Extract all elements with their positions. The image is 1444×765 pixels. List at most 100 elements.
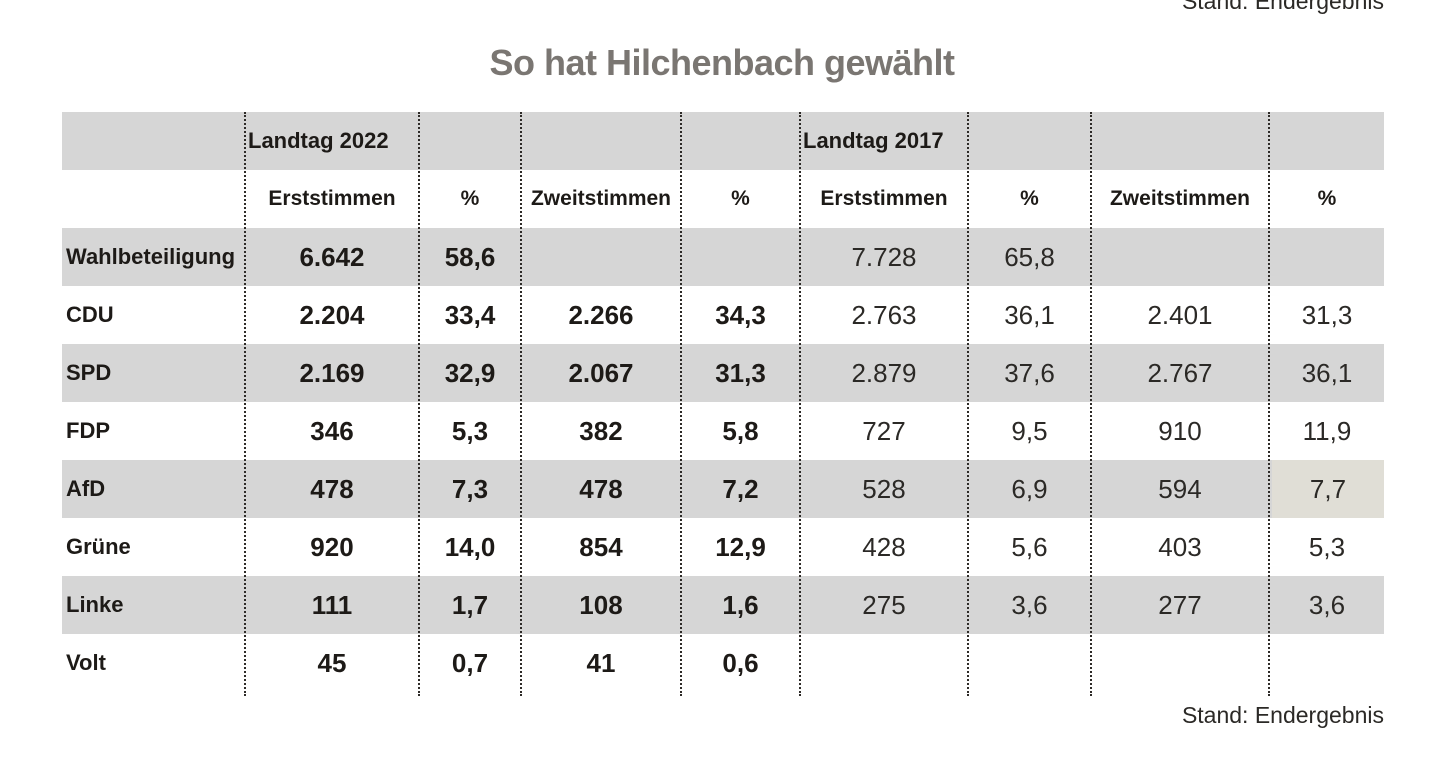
value-cell	[1270, 228, 1384, 286]
value-cell: 45	[317, 648, 347, 678]
value-cell: 111	[311, 590, 353, 620]
value-cell: 346	[310, 416, 354, 446]
col-header: %	[1020, 187, 1039, 210]
value-cell: 478	[310, 474, 354, 504]
table-row: SPD 2.169 32,9 2.067 31,3 2.879 37,6 2.7…	[62, 344, 1384, 402]
row-label: Grüne	[66, 534, 131, 559]
value-cell: 5,3	[451, 416, 489, 446]
year-header-row: Landtag 2022 Landtag 2017	[62, 112, 1384, 170]
row-label: FDP	[66, 418, 110, 443]
row-label: Wahlbeteiligung	[66, 244, 236, 269]
value-cell: 2.067	[568, 358, 634, 388]
value-cell: 1,6	[722, 590, 759, 620]
column-divider	[1268, 112, 1270, 696]
year-2017-label: Landtag 2017	[803, 128, 944, 153]
value-cell: 41	[586, 648, 616, 678]
value-cell: 31,3	[715, 358, 766, 388]
value-cell	[1270, 634, 1384, 692]
value-cell	[682, 228, 799, 286]
value-cell: 12,9	[715, 532, 766, 562]
value-cell: 9,5	[1011, 416, 1048, 446]
value-cell: 0,6	[722, 648, 759, 678]
col-header: %	[731, 187, 750, 210]
value-cell: 37,6	[1004, 358, 1055, 388]
table-row: Linke 111 1,7 108 1,6 275 3,6 277 3,6	[62, 576, 1384, 634]
value-cell: 14,0	[444, 532, 496, 562]
col-header: Erststimmen	[820, 187, 948, 210]
value-cell: 2.266	[568, 300, 634, 330]
column-divider	[520, 112, 522, 696]
page-title: So hat Hilchenbach gewählt	[489, 42, 955, 83]
value-cell: 5,6	[1011, 532, 1048, 562]
value-cell: 275	[862, 590, 906, 620]
value-cell: 2.767	[1147, 358, 1213, 388]
row-label: CDU	[66, 302, 114, 327]
value-cell: 428	[862, 532, 906, 562]
value-cell	[522, 228, 680, 286]
value-cell: 7,3	[451, 474, 489, 504]
row-label: AfD	[66, 476, 106, 501]
value-cell: 36,1	[1004, 300, 1055, 330]
value-cell: 3,6	[1308, 590, 1346, 620]
value-cell	[1092, 228, 1268, 286]
value-cell: 34,3	[715, 300, 766, 330]
row-label: SPD	[66, 360, 112, 385]
value-cell: 2.763	[851, 300, 917, 330]
col-header: %	[460, 187, 480, 210]
value-cell: 594	[1158, 474, 1202, 504]
value-cell: 6.642	[299, 242, 365, 272]
table-row: CDU 2.204 33,4 2.266 34,3 2.763 36,1 2.4…	[62, 286, 1384, 344]
value-cell: 58,6	[444, 242, 496, 272]
value-cell: 478	[579, 474, 623, 504]
value-cell: 65,8	[1004, 242, 1055, 272]
value-cell	[801, 634, 967, 692]
value-cell: 108	[579, 590, 623, 620]
row-label: Linke	[66, 592, 124, 617]
value-cell: 727	[862, 416, 906, 446]
value-cell: 2.401	[1147, 300, 1213, 330]
value-cell	[1092, 634, 1268, 692]
column-header-row: Erststimmen % Zweitstimmen % Erststimmen…	[62, 170, 1384, 228]
status-note: Stand: Endergebnis	[1181, 702, 1384, 728]
value-cell: 5,3	[1308, 532, 1346, 562]
table-row: Grüne 920 14,0 854 12,9 428 5,6 403 5,3	[62, 518, 1384, 576]
value-cell: 32,9	[444, 358, 496, 388]
column-divider	[799, 112, 801, 696]
value-cell: 33,4	[444, 300, 496, 330]
value-cell: 2.169	[299, 358, 365, 388]
value-cell: 11,9	[1302, 416, 1352, 446]
column-divider	[680, 112, 682, 696]
value-cell: 7.728	[851, 242, 917, 272]
table-row: AfD 478 7,3 478 7,2 528 6,9 594 7,7	[62, 460, 1384, 518]
highlighted-value-cell: 7,7	[1272, 460, 1384, 518]
column-divider	[244, 112, 246, 696]
col-header: Zweitstimmen	[530, 187, 672, 210]
value-cell: 5,8	[722, 416, 759, 446]
col-header: %	[1317, 187, 1337, 210]
results-table: Landtag 2022 Landtag 2017 Erststimmen % …	[62, 112, 1384, 696]
column-divider	[418, 112, 420, 696]
table-row: FDP 346 5,3 382 5,8 727 9,5 910 11,9	[62, 402, 1384, 460]
value-cell: 854	[579, 532, 623, 562]
column-divider	[967, 112, 969, 696]
value-cell: 0,7	[451, 648, 489, 678]
value-cell: 382	[579, 416, 623, 446]
value-cell: 31,3	[1301, 300, 1353, 330]
value-cell: 3,6	[1011, 590, 1048, 620]
value-cell: 403	[1158, 532, 1202, 562]
value-cell: 1,7	[451, 590, 489, 620]
value-cell: 7,2	[722, 474, 759, 504]
col-header: Erststimmen	[268, 187, 396, 210]
value-cell: 6,9	[1011, 474, 1048, 504]
value-cell: 2.879	[851, 358, 917, 388]
value-cell: 910	[1158, 416, 1202, 446]
value-cell: 277	[1158, 590, 1202, 620]
value-cell: 36,1	[1301, 358, 1353, 388]
col-header: Zweitstimmen	[1109, 187, 1251, 210]
column-divider	[1090, 112, 1092, 696]
value-cell: 920	[310, 532, 354, 562]
status-note-top: Stand: Endergebnis	[1181, 0, 1384, 14]
value-cell	[969, 634, 1090, 692]
year-2022-label: Landtag 2022	[248, 128, 389, 153]
value-cell: 528	[862, 474, 906, 504]
